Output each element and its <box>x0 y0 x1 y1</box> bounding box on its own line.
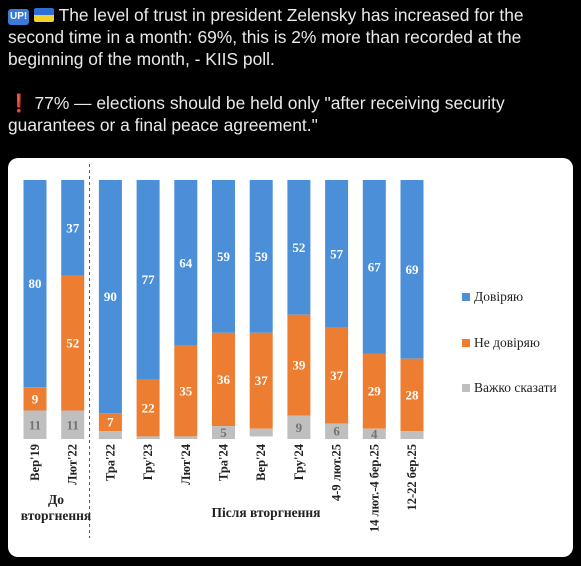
data-label-не-довіряю-5: 35 <box>179 384 193 399</box>
data-label-не-довіряю-1: 9 <box>32 391 39 406</box>
data-label-не-довіряю-2: 52 <box>66 336 79 351</box>
bar-segment-важко-сказати-3 <box>98 431 122 439</box>
category-label-8: Гру'24 <box>292 443 306 480</box>
category-label-3: Тра'22 <box>103 444 117 481</box>
data-label-важко-сказати-6: 5 <box>220 425 227 440</box>
category-label-1: Вер'19 <box>28 444 42 481</box>
ukraine-flag-icon <box>34 8 55 22</box>
category-label-6: Тра'24 <box>217 443 231 481</box>
legend-label-довіряю: Довіряю <box>474 289 523 304</box>
data-label-не-довіряю-6: 36 <box>217 372 231 387</box>
data-label-важко-сказати-8: 9 <box>296 420 303 435</box>
bar-segment-важко-сказати-9 <box>325 423 349 439</box>
data-label-довіряю-11: 69 <box>406 262 420 277</box>
bar-segment-довіряю-1 <box>23 180 47 388</box>
data-label-не-довіряю-8: 39 <box>292 358 306 373</box>
data-label-важко-сказати-2: 11 <box>67 417 79 432</box>
bar-segment-не-довіряю-6 <box>212 332 235 427</box>
data-label-довіряю-9: 57 <box>330 246 344 261</box>
data-label-не-довіряю-4: 22 <box>142 400 155 415</box>
bar-segment-довіряю-10 <box>362 180 386 354</box>
data-label-не-довіряю-10: 29 <box>368 384 382 399</box>
category-label-5: Лют'24 <box>179 443 193 485</box>
trust-chart: 80 9 11 Вер'19 37 52 11 Лют'22 90 7 Тра'22 77 22 Гру'… <box>21 164 557 538</box>
category-label-10: 14 лют.-4 бер.25 <box>367 444 381 532</box>
category-label-2: Лют'22 <box>66 444 80 485</box>
data-label-довіряю-5: 64 <box>179 255 193 270</box>
bar-segment-довіряю-6 <box>212 180 235 333</box>
bar-segment-не-довіряю-7 <box>249 332 273 429</box>
up-badge-icon: UP! <box>8 9 30 25</box>
legend-swatch-довіряю <box>462 293 470 301</box>
bar-segment-не-довіряю-9 <box>325 327 349 424</box>
bar-segment-довіряю-4 <box>136 180 160 380</box>
post-text: UP! The level of trust in president Zele… <box>8 4 574 136</box>
bar-segment-довіряю-11 <box>400 180 424 359</box>
category-label-7: Вер'24 <box>254 443 268 481</box>
post-line-1: The level of trust in president Zelensky… <box>8 5 524 69</box>
data-label-довіряю-1: 80 <box>29 276 42 291</box>
chart-card[interactable]: 80 9 11 Вер'19 37 52 11 Лют'22 90 7 Тра'22 77 22 Гру'… <box>8 158 573 557</box>
group-label-pre-invasion-line2: вторгнення <box>21 508 91 523</box>
data-label-не-довіряю-3: 7 <box>107 415 114 430</box>
group-label-pre-invasion-line1: До <box>48 492 64 507</box>
bar-segment-важко-сказати-11 <box>400 431 424 439</box>
bar-segment-довіряю-9 <box>325 180 349 328</box>
group-label-post-invasion: Після вторгнення <box>212 505 321 520</box>
data-label-довіряю-8: 52 <box>292 240 305 255</box>
data-label-довіряю-2: 37 <box>66 220 80 235</box>
data-label-не-довіряю-9: 37 <box>330 368 344 383</box>
bar-segment-важко-сказати-2 <box>61 410 85 439</box>
bar-segment-не-довіряю-5 <box>174 345 198 437</box>
data-label-довіряю-6: 59 <box>217 249 231 264</box>
bar-segment-не-довіряю-8 <box>287 314 311 416</box>
bar-segment-довіряю-5 <box>174 180 198 346</box>
category-label-4: Гру'23 <box>141 444 155 480</box>
legend-swatch-не-довіряю <box>462 339 470 347</box>
bar-segment-не-довіряю-2 <box>61 275 85 411</box>
bar-segment-довіряю-2 <box>61 180 85 276</box>
bar-segment-важко-сказати-7 <box>249 428 273 437</box>
bar-segment-не-довіряю-1 <box>23 387 47 411</box>
bar-segment-не-довіряю-4 <box>136 379 160 437</box>
bar-segment-важко-сказати-6 <box>212 426 235 439</box>
category-label-11: 12-22 бер.25 <box>405 444 419 511</box>
legend-swatch-важко-сказати <box>462 384 470 392</box>
legend-label-не-довіряю: Не довіряю <box>474 335 540 350</box>
category-label-9: 4-9 лют.25 <box>330 444 344 501</box>
red-exclamation-icon: ❗ <box>8 93 30 113</box>
bar-segment-довіряю-7 <box>249 180 273 333</box>
data-label-довіряю-3: 90 <box>104 289 117 304</box>
bar-segment-не-довіряю-10 <box>362 353 386 429</box>
data-label-важко-сказати-10: 4 <box>371 426 378 441</box>
data-label-не-довіряю-7: 37 <box>255 373 269 388</box>
data-label-важко-сказати-1: 11 <box>29 417 41 432</box>
bar-segment-довіряю-8 <box>287 180 311 315</box>
data-label-довіряю-7: 59 <box>255 249 269 264</box>
bar-segment-довіряю-3 <box>98 180 122 414</box>
bar-segment-важко-сказати-10 <box>362 428 386 439</box>
post-paragraph-2: ❗ 77% — elections should be held only "a… <box>8 92 574 136</box>
bar-segment-важко-сказати-4 <box>136 436 160 439</box>
bar-segment-не-довіряю-3 <box>98 413 122 432</box>
data-label-не-довіряю-11: 28 <box>406 387 420 402</box>
data-label-довіряю-4: 77 <box>142 272 156 287</box>
data-label-довіряю-10: 67 <box>368 259 382 274</box>
bar-segment-не-довіряю-11 <box>400 358 424 432</box>
data-label-важко-сказати-9: 6 <box>333 424 340 439</box>
bar-segment-важко-сказати-8 <box>287 415 311 439</box>
post-line-2: 77% — elections should be held only "aft… <box>8 93 505 135</box>
legend-label-важко-сказати: Важко сказати <box>474 380 557 395</box>
bar-segment-важко-сказати-5 <box>174 436 198 439</box>
bar-segment-важко-сказати-1 <box>23 410 47 439</box>
post-paragraph-1: UP! The level of trust in president Zele… <box>8 4 574 70</box>
